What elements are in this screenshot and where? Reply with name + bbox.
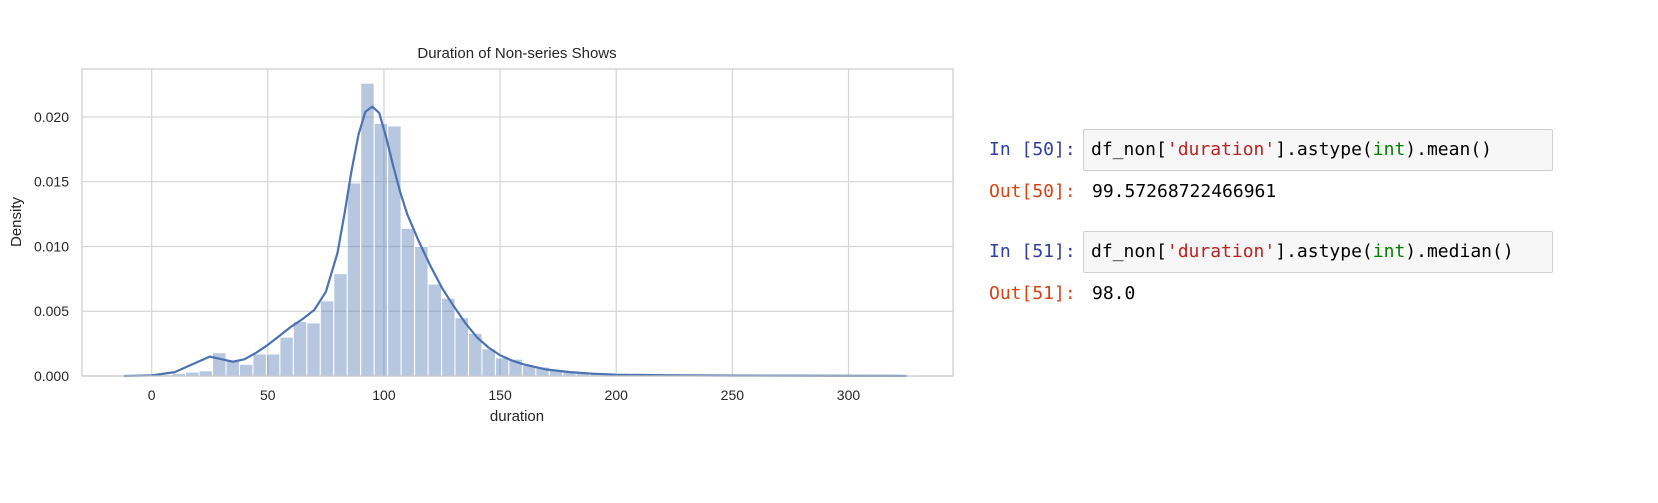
histogram-bar — [252, 353, 267, 377]
x-tick-label: 0 — [148, 387, 156, 403]
grid-lines — [82, 69, 953, 377]
code-text: ).mean() — [1405, 139, 1492, 160]
density-histogram-chart: Duration of Non-series Shows 0 50 100 150 20… — [8, 45, 954, 425]
histogram-bar — [373, 122, 389, 377]
cell-50-in-prompt: In [50]: — [989, 139, 1076, 160]
cell-50-code[interactable]: df_non['duration'].astype(int).mean() — [1091, 139, 1492, 160]
histogram-bars — [158, 82, 914, 377]
y-tick-label: 0.000 — [34, 368, 69, 384]
x-tick-label: 50 — [260, 387, 276, 403]
histogram-bar — [319, 300, 335, 377]
x-tick-label: 300 — [837, 387, 861, 403]
histogram-bar — [306, 322, 321, 377]
y-tick-labels: 0.000 0.005 0.010 0.015 0.020 — [34, 109, 69, 384]
code-text: ].astype( — [1275, 241, 1373, 262]
cell-50-out-prompt: Out[50]: — [989, 181, 1076, 202]
code-text: df_non[ — [1091, 241, 1167, 262]
cell-50-output: 99.57268722466961 — [1092, 181, 1277, 202]
x-tick-labels: 0 50 100 150 200 250 300 — [148, 387, 861, 403]
plot-frame — [81, 68, 954, 377]
histogram-bar — [238, 363, 254, 377]
histogram-bar — [387, 125, 402, 377]
y-tick-label: 0.020 — [34, 109, 69, 125]
histogram-bar — [265, 353, 281, 377]
histogram-bar — [198, 370, 214, 377]
x-tick-label: 100 — [372, 387, 396, 403]
chart-title: Duration of Non-series Shows — [417, 45, 616, 62]
cell-51-code-box[interactable] — [1083, 231, 1553, 273]
histogram-bar — [360, 82, 375, 377]
cell-51-code[interactable]: df_non['duration'].astype(int).median() — [1091, 241, 1514, 262]
histogram-bar — [414, 245, 429, 377]
histogram-bar — [400, 227, 416, 377]
cell-51-out-prompt: Out[51]: — [989, 283, 1076, 304]
histogram-bar — [212, 352, 227, 377]
code-string: 'duration' — [1166, 139, 1276, 160]
x-tick-label: 150 — [488, 387, 512, 403]
code-builtin: int — [1372, 139, 1406, 160]
cell-50-code-box[interactable] — [1083, 129, 1553, 171]
cell-51-in-prompt: In [51]: — [989, 241, 1076, 262]
cell-51-output: 98.0 — [1092, 283, 1136, 304]
y-axis-label: Density — [8, 196, 25, 247]
histogram-bar — [333, 273, 348, 377]
histogram-bar — [346, 182, 362, 377]
y-tick-label: 0.015 — [34, 174, 69, 190]
x-tick-label: 250 — [721, 387, 745, 403]
code-text: ].astype( — [1275, 139, 1373, 160]
code-string: 'duration' — [1166, 241, 1276, 262]
x-tick-label: 200 — [605, 387, 629, 403]
kde-curve — [123, 105, 907, 378]
histogram-bar — [279, 336, 294, 377]
code-builtin: int — [1372, 241, 1406, 262]
code-text: df_non[ — [1091, 139, 1167, 160]
histogram-bar — [427, 283, 443, 377]
y-tick-label: 0.010 — [34, 238, 69, 254]
histogram-bar — [494, 357, 510, 377]
x-axis-label: duration — [490, 408, 544, 425]
histogram-bar — [481, 348, 496, 377]
histogram-bar — [454, 317, 469, 377]
y-tick-label: 0.005 — [34, 303, 69, 319]
histogram-bar — [292, 321, 308, 377]
histogram-bar — [441, 297, 456, 377]
code-text: ).median() — [1405, 241, 1514, 262]
